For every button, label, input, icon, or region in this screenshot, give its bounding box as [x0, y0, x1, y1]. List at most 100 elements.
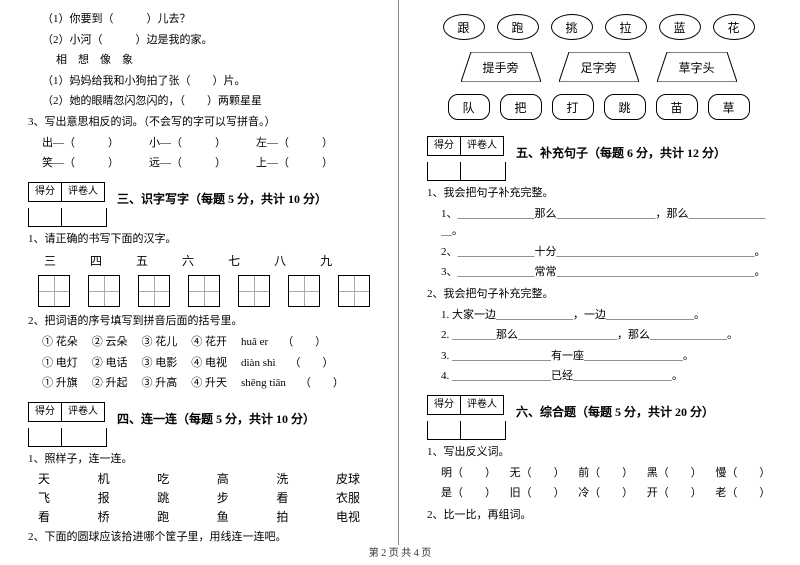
question: 2、我会把句子补充完整。 — [427, 286, 770, 304]
option-item: ① 电灯 — [42, 355, 78, 373]
question: 2、下面的圆球应该拾进哪个筐子里，用线连一连吧。 — [28, 529, 370, 547]
match-item: 鱼 — [217, 508, 229, 525]
match-row: 飞报跳步看衣服 — [38, 489, 360, 506]
section-title: 三、识字写字（每题 5 分，共计 10 分） — [117, 176, 327, 207]
option-item: ④ 升天 — [191, 375, 227, 393]
option-row: ① 升旗② 升起③ 升高④ 升天shēng tiān（ ） — [28, 375, 370, 393]
match-row: 看桥跑鱼拍电视 — [38, 508, 360, 525]
fill-blank-line: 1、＿＿＿＿＿＿＿那么＿＿＿＿＿＿＿＿＿，那么＿＿＿＿＿＿＿＿。 — [427, 206, 770, 241]
empty-cell — [461, 421, 506, 440]
page-footer: 第 2 页 共 4 页 — [0, 545, 800, 563]
section-title: 六、综合题（每题 5 分，共计 20 分） — [516, 389, 714, 420]
rounded-rect-shape: 苗 — [656, 94, 698, 120]
match-item: 跳 — [157, 489, 169, 506]
question: 2、比一比，再组词。 — [427, 507, 770, 525]
antonym-row: 笑—（ ） 远—（ ） 上—（ ） — [28, 155, 370, 173]
rounded-rect-shape: 打 — [552, 94, 594, 120]
antonym-item: 黑（ ） — [647, 465, 702, 483]
char-row: 三 四 五 六 七 八 九 — [44, 252, 370, 269]
match-item: 看 — [276, 489, 288, 506]
option-row: ① 电灯② 电话③ 电影④ 电视diàn shì（ ） — [28, 355, 370, 373]
trapezoid-shape: 足字旁 — [559, 52, 639, 82]
empty-cell — [28, 208, 62, 227]
option-item: ② 升起 — [92, 375, 128, 393]
option-item: ③ 升高 — [142, 375, 178, 393]
antonym-item: 明（ ） — [441, 465, 496, 483]
fill-blank-line: 2、＿＿＿＿＿＿＿十分＿＿＿＿＿＿＿＿＿＿＿＿＿＿＿＿＿＿。 — [427, 244, 770, 262]
tianzige — [288, 275, 320, 307]
empty-cell — [427, 162, 461, 181]
scorer-cell: 评卷人 — [62, 402, 105, 422]
option-item: ④ 花开 — [191, 334, 227, 352]
empty-cell — [28, 428, 62, 447]
score-block: 得分 评卷人 五、补充句子（每题 6 分，共计 12 分） — [427, 130, 770, 181]
score-block: 得分 评卷人 四、连一连（每题 5 分，共计 10 分） — [28, 396, 370, 447]
option-item: （ ） — [282, 334, 326, 352]
match-item: 洗 — [276, 470, 288, 487]
pair: 笑—（ ） — [42, 155, 119, 173]
tianzige — [88, 275, 120, 307]
trapezoid-row: 提手旁足字旁草字头 — [427, 52, 770, 82]
score-cell: 得分 — [28, 182, 62, 202]
match-row: 天机吃高洗皮球 — [38, 470, 360, 487]
option-item: huā er — [241, 334, 268, 352]
char: 八 — [274, 252, 286, 269]
antonym-item: 是（ ） — [441, 485, 496, 503]
tianzige — [138, 275, 170, 307]
section-title: 五、补充句子（每题 6 分，共计 12 分） — [516, 130, 726, 161]
option-item: ② 云朵 — [92, 334, 128, 352]
empty-cell — [62, 208, 107, 227]
left-column: （1）你要到（ ）儿去？ （2）小河（ ）边是我的家。 相 想 像 象 （1）妈… — [0, 0, 399, 545]
question-title: 3、写出意思相反的词。（不会写的字可以写拼音。） — [28, 114, 370, 132]
antonym-row: 是（ ）旧（ ）冷（ ）开（ ）老（ ） — [427, 485, 770, 503]
match-item: 天 — [38, 470, 50, 487]
oval-row: 跟跑挑拉蓝花 — [427, 14, 770, 40]
antonym-item: 前（ ） — [578, 465, 633, 483]
rounded-rect-shape: 草 — [708, 94, 750, 120]
text: （1）你要到（ ）儿去？ — [28, 11, 370, 29]
oval-shape: 挑 — [551, 14, 593, 40]
scorer-cell: 评卷人 — [461, 395, 504, 415]
trapezoid-shape: 提手旁 — [461, 52, 541, 82]
empty-cell — [427, 421, 461, 440]
match-item: 皮球 — [336, 470, 360, 487]
match-item: 跑 — [157, 508, 169, 525]
score-cell: 得分 — [427, 395, 461, 415]
option-item: ③ 电影 — [142, 355, 178, 373]
antonym-item: 老（ ） — [715, 485, 770, 503]
match-item: 拍 — [276, 508, 288, 525]
score-block: 得分 评卷人 六、综合题（每题 5 分，共计 20 分） — [427, 389, 770, 440]
right-column: 跟跑挑拉蓝花 提手旁足字旁草字头 队把打跳苗草 得分 评卷人 五、补充句子（每题… — [399, 0, 798, 545]
question: 1、请正确的书写下面的汉字。 — [28, 231, 370, 249]
text: （2）她的眼睛忽闪忽闪的，（ ）两颗星星 — [28, 93, 370, 111]
rounded-rect-row: 队把打跳苗草 — [427, 94, 770, 120]
char: 四 — [90, 252, 102, 269]
char: 三 — [44, 252, 56, 269]
text: （1）妈妈给我和小狗拍了张（ ）片。 — [28, 73, 370, 91]
empty-cell — [62, 428, 107, 447]
oval-shape: 蓝 — [659, 14, 701, 40]
score-cell: 得分 — [28, 402, 62, 422]
question: 1、写出反义词。 — [427, 444, 770, 462]
pair: 远—（ ） — [149, 155, 226, 173]
question: 2、把词语的序号填写到拼音后面的括号里。 — [28, 313, 370, 331]
antonym-item: 冷（ ） — [578, 485, 633, 503]
pair: 小—（ ） — [149, 135, 226, 153]
trapezoid-shape: 草字头 — [657, 52, 737, 82]
option-item: diàn shì — [241, 355, 276, 373]
option-row: ① 花朵② 云朵③ 花儿④ 花开huā er（ ） — [28, 334, 370, 352]
oval-shape: 花 — [713, 14, 755, 40]
antonym-item: 开（ ） — [647, 485, 702, 503]
scorer-cell: 评卷人 — [461, 136, 504, 156]
match-item: 飞 — [38, 489, 50, 506]
oval-shape: 跑 — [497, 14, 539, 40]
char: 九 — [320, 252, 332, 269]
match-item: 步 — [217, 489, 229, 506]
match-item: 高 — [217, 470, 229, 487]
tianzige — [38, 275, 70, 307]
rounded-rect-shape: 跳 — [604, 94, 646, 120]
question: 1、我会把句子补充完整。 — [427, 185, 770, 203]
option-item: ② 电话 — [92, 355, 128, 373]
pair: 出—（ ） — [42, 135, 119, 153]
option-item: shēng tiān — [241, 375, 286, 393]
